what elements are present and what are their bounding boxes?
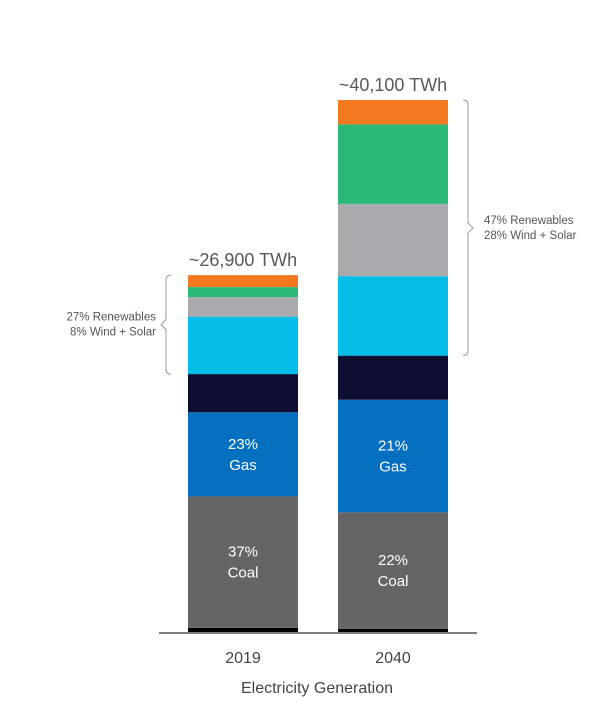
bar-segment [338,512,448,629]
in-bar-label: 37% [228,544,258,561]
total-label: ~26,900 TWh [189,250,297,270]
bar-segment [188,374,298,413]
bar-segment [188,496,298,628]
bar-segment [188,287,298,298]
bar-segment [338,399,448,513]
x-tick-labels: 2019 2040 [225,650,411,667]
total-label: ~40,100 TWh [339,75,447,95]
annotation-label: 28% Wind + Solar [484,230,577,242]
annotation-bracket [462,99,474,357]
in-bar-label: 21% [378,438,408,455]
bar-segment [338,628,448,632]
in-bar-label: 22% [378,552,408,569]
x-axis-title: Electricity Generation [241,680,393,697]
bar-segment [188,627,298,632]
total-labels: ~26,900 TWh ~40,100 TWh [189,75,447,270]
in-bar-label: Gas [229,457,257,474]
bar-segment [338,203,448,277]
annotation-label: 47% Renewables [484,215,574,227]
in-bar-label: Coal [228,565,259,582]
in-bar-label: Gas [379,459,407,476]
annotation-bracket [160,274,172,375]
bar-segment [338,355,448,400]
renewables-annotations: 27% Renewables 8% Wind + Solar 47% Renewab… [66,99,577,375]
bar-segment [188,412,298,497]
x-tick-label: 2040 [375,650,411,667]
in-bar-labels: 23% Gas 37% Coal 21% Gas 22% Coal [228,436,409,590]
in-bar-label: 23% [228,436,258,453]
bar-segment [338,276,448,356]
annotation-label: 27% Renewables [66,312,156,324]
in-bar-label: Coal [378,573,409,590]
bar-segment [338,124,448,204]
bar-segments [188,100,448,632]
x-tick-label: 2019 [225,650,261,667]
bar-segment [188,316,298,375]
annotation-label: 8% Wind + Solar [70,327,156,339]
bar-segment [188,297,298,317]
bar-segment [188,275,298,288]
bar-segment [338,100,448,125]
